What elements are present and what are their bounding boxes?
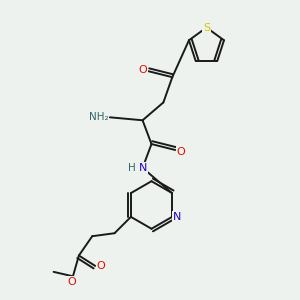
Text: N: N	[138, 163, 147, 173]
Text: O: O	[139, 65, 148, 75]
Text: S: S	[203, 22, 210, 32]
Text: N: N	[173, 212, 182, 222]
Text: O: O	[67, 277, 76, 287]
Text: O: O	[97, 261, 106, 271]
Text: H: H	[128, 163, 136, 173]
Text: NH₂: NH₂	[89, 112, 108, 122]
Text: O: O	[177, 147, 186, 158]
